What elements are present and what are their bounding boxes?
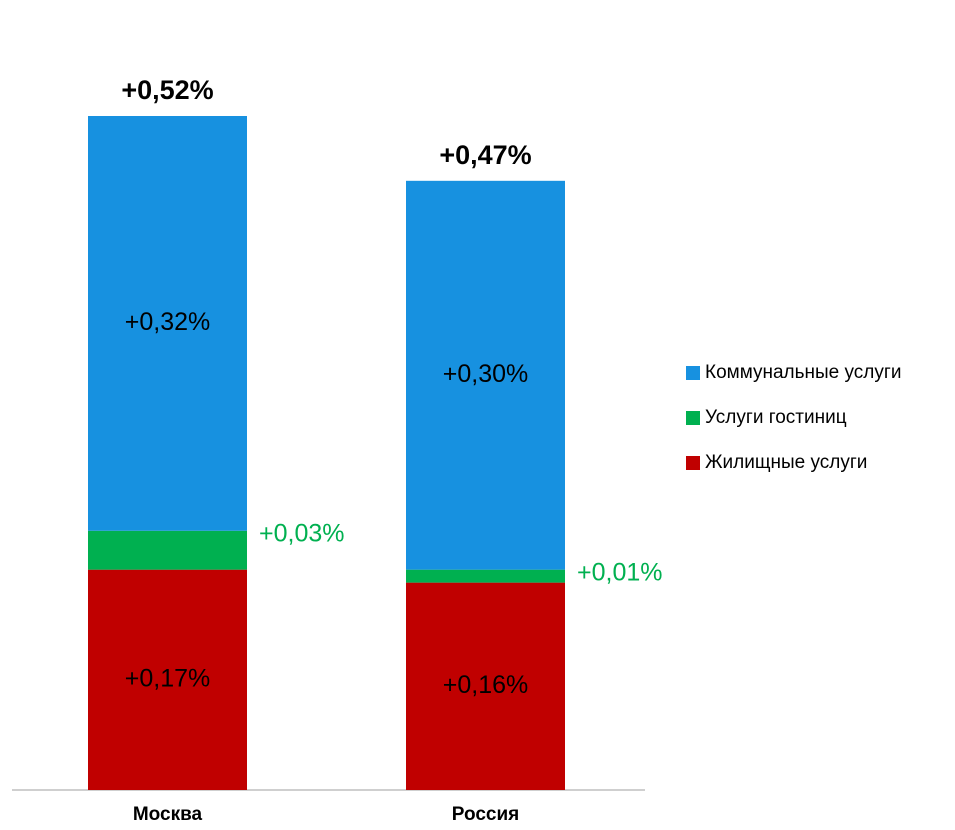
data-label-1-0: +0,16% bbox=[443, 671, 529, 699]
bars-group bbox=[88, 116, 565, 790]
bar-segment-1-1 bbox=[406, 569, 565, 583]
bar-segment-0-0 bbox=[88, 569, 247, 790]
data-label-1-2: +0,30% bbox=[443, 360, 529, 388]
legend-item-1: Услуги гостиниц bbox=[686, 406, 901, 430]
data-label-0-0: +0,17% bbox=[125, 664, 211, 692]
legend-swatch bbox=[686, 366, 700, 380]
chart-legend: Коммунальные услуги Услуги гостиниц Жилищн… bbox=[686, 361, 901, 496]
category-label-0: Москва bbox=[133, 804, 203, 825]
legend-label: Коммунальные услуги bbox=[705, 362, 902, 383]
data-label-1-1: +0,01% bbox=[577, 558, 663, 586]
legend-swatch bbox=[686, 456, 700, 470]
legend-label: Услуги гостиниц bbox=[705, 407, 847, 428]
bar-segment-0-1 bbox=[88, 530, 247, 570]
bar-segment-0-2 bbox=[88, 116, 247, 531]
legend-swatch bbox=[686, 411, 700, 425]
bar-segment-1-2 bbox=[406, 180, 565, 570]
data-label-0-1: +0,03% bbox=[259, 519, 345, 547]
total-label-1: +0,47% bbox=[439, 140, 531, 170]
category-label-1: Россия bbox=[452, 804, 519, 825]
legend-item-2: Жилищные услуги bbox=[686, 451, 901, 475]
legend-item-0: Коммунальные услуги bbox=[686, 361, 901, 385]
data-label-0-2: +0,32% bbox=[125, 308, 211, 336]
labels-group: +0,17% +0,03% +0,32% +0,52% Москва +0,16% +0,0… bbox=[121, 75, 662, 825]
bar-segment-1-0 bbox=[406, 582, 565, 790]
total-label-0: +0,52% bbox=[121, 75, 213, 105]
legend-label: Жилищные услуги bbox=[705, 452, 868, 473]
